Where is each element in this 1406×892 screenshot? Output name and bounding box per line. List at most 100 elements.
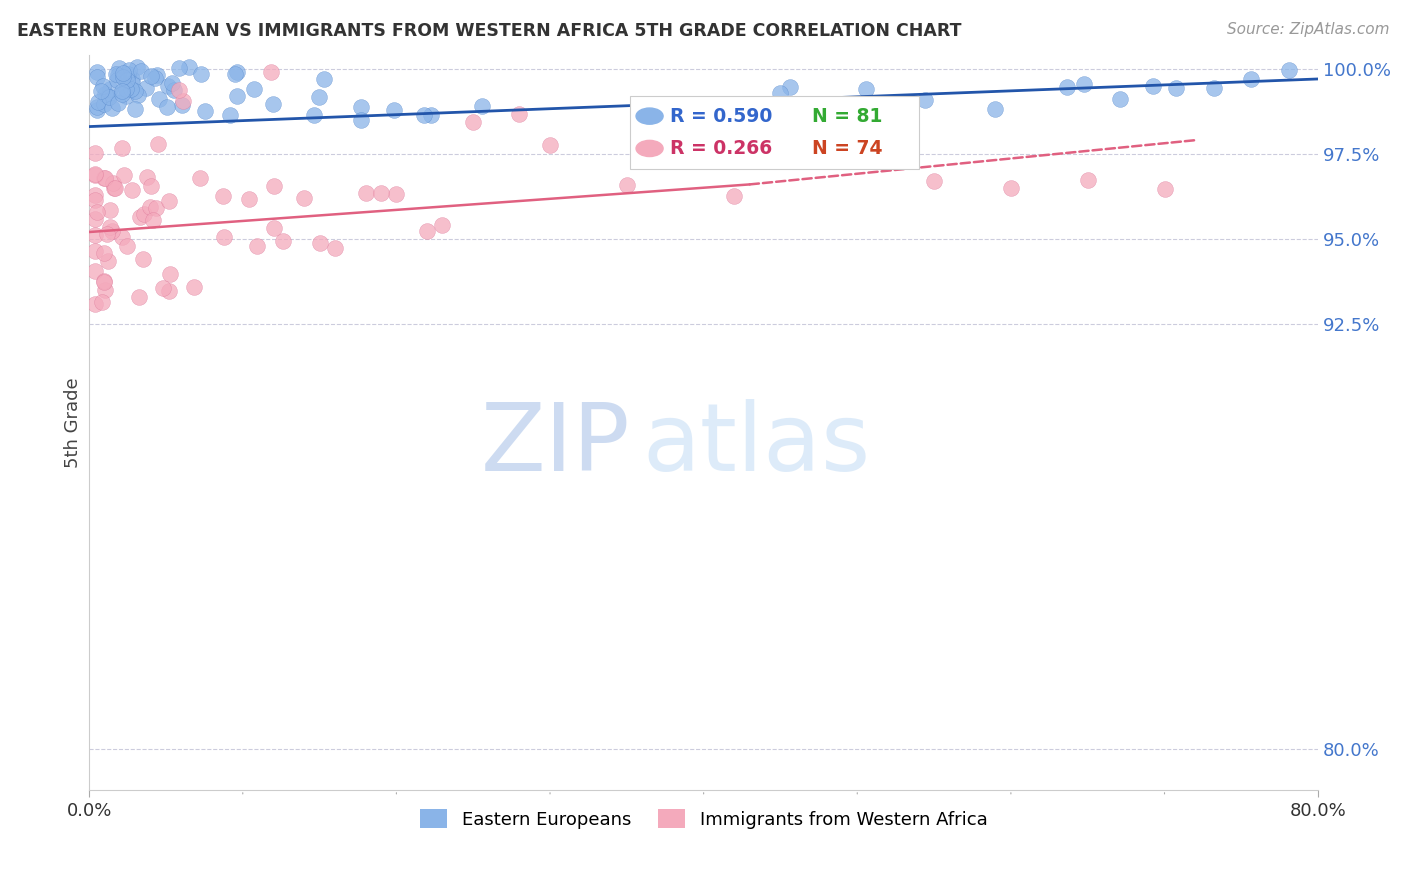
Point — [1164, 80, 1187, 95]
Point — [93, 245, 115, 260]
Point — [219, 108, 242, 122]
Point — [194, 103, 217, 118]
Point — [114, 71, 136, 86]
Point — [127, 88, 149, 103]
Point — [167, 83, 190, 97]
Point — [120, 82, 142, 96]
FancyBboxPatch shape — [630, 95, 918, 169]
Point — [1142, 78, 1164, 93]
Point — [117, 238, 139, 252]
Point — [1056, 79, 1078, 94]
Point — [96, 227, 118, 242]
Point — [115, 73, 138, 87]
Point — [242, 82, 264, 96]
Point — [86, 65, 108, 79]
Point — [97, 89, 120, 103]
Point — [1109, 92, 1132, 106]
Point — [103, 181, 125, 195]
Point — [121, 76, 143, 90]
Text: R = 0.590: R = 0.590 — [671, 107, 773, 126]
Point — [922, 174, 945, 188]
Point — [471, 99, 494, 113]
Point — [91, 79, 114, 94]
Point — [225, 89, 247, 103]
Y-axis label: 5th Grade: 5th Grade — [65, 377, 82, 467]
Point — [354, 186, 377, 201]
Point — [420, 108, 443, 122]
Point — [146, 136, 169, 151]
Point — [84, 169, 107, 183]
Point — [91, 295, 114, 310]
Text: atlas: atlas — [643, 399, 870, 491]
Point — [385, 187, 408, 202]
Point — [94, 87, 117, 102]
Point — [190, 67, 212, 81]
Point — [238, 192, 260, 206]
Point — [225, 65, 247, 79]
Point — [101, 223, 124, 237]
Point — [616, 178, 638, 192]
Point — [111, 70, 134, 85]
Point — [135, 169, 157, 184]
Point — [117, 67, 139, 81]
Point — [160, 76, 183, 90]
Circle shape — [636, 108, 664, 124]
Point — [98, 90, 121, 104]
Point — [262, 96, 284, 111]
Point — [183, 280, 205, 294]
Point — [172, 98, 194, 112]
Point — [508, 107, 530, 121]
Point — [112, 66, 135, 80]
Text: R = 0.266: R = 0.266 — [671, 139, 773, 158]
Point — [86, 103, 108, 117]
Point — [128, 211, 150, 225]
Point — [146, 68, 169, 82]
Point — [107, 61, 129, 75]
Point — [84, 297, 107, 311]
Point — [93, 274, 115, 288]
Point — [90, 84, 112, 98]
Point — [115, 81, 138, 95]
Text: N = 81: N = 81 — [811, 107, 882, 126]
Text: EASTERN EUROPEAN VS IMMIGRANTS FROM WESTERN AFRICA 5TH GRADE CORRELATION CHART: EASTERN EUROPEAN VS IMMIGRANTS FROM WEST… — [17, 22, 962, 40]
Point — [1077, 173, 1099, 187]
Point — [84, 146, 107, 161]
Point — [131, 63, 153, 78]
Point — [86, 70, 108, 84]
Point — [112, 168, 135, 182]
Point — [263, 179, 285, 194]
Point — [84, 244, 107, 258]
Point — [159, 267, 181, 281]
Point — [105, 72, 128, 87]
Point — [118, 63, 141, 78]
Point — [84, 264, 107, 278]
Point — [432, 218, 454, 232]
Point — [115, 89, 138, 103]
Point — [142, 213, 165, 227]
Point — [413, 108, 436, 122]
Point — [370, 186, 392, 200]
Point — [723, 188, 745, 202]
Point — [159, 285, 181, 299]
Point — [817, 98, 839, 112]
Point — [416, 224, 439, 238]
Point — [84, 188, 107, 202]
Point — [124, 84, 146, 98]
Point — [148, 92, 170, 106]
Point — [98, 81, 121, 95]
Point — [350, 112, 373, 127]
Point — [855, 82, 877, 96]
Circle shape — [636, 140, 664, 156]
Point — [271, 234, 294, 248]
Point — [128, 290, 150, 304]
Point — [312, 71, 335, 86]
Point — [983, 103, 1005, 117]
Point — [121, 183, 143, 197]
Point — [111, 87, 134, 101]
Point — [156, 99, 179, 113]
Point — [350, 100, 373, 114]
Point — [141, 178, 163, 193]
Point — [111, 141, 134, 155]
Point — [84, 227, 107, 242]
Point — [157, 79, 180, 94]
